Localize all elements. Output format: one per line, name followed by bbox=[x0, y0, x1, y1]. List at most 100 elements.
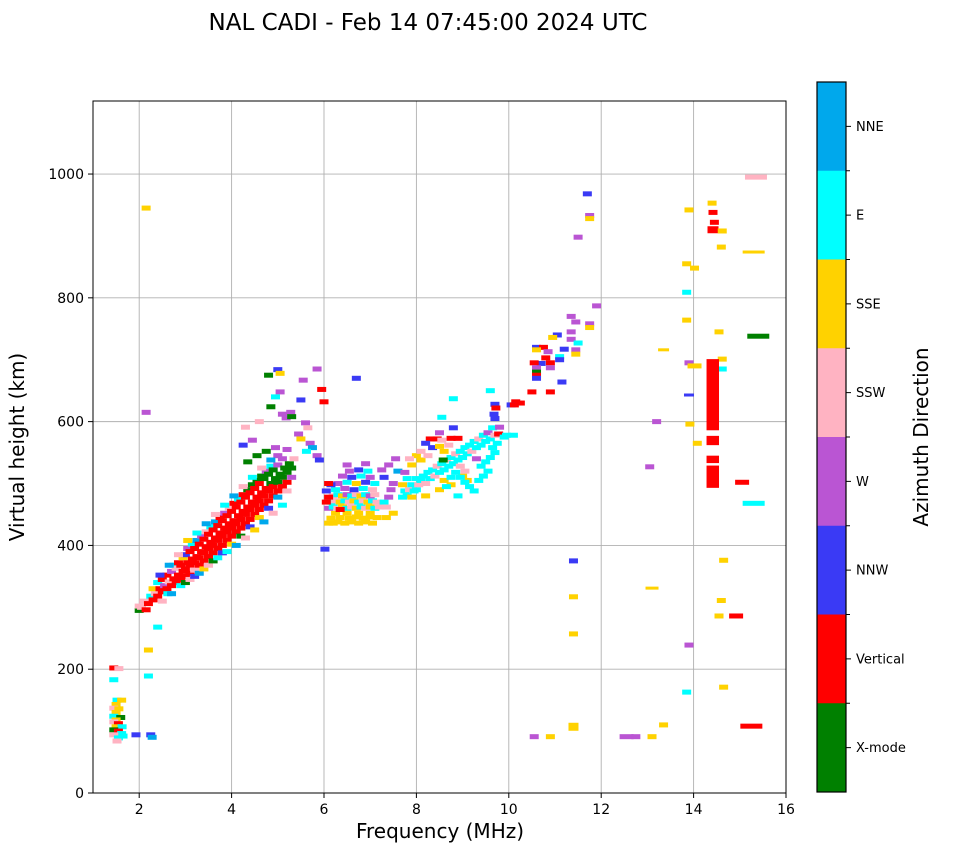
data-point bbox=[227, 525, 237, 531]
data-point bbox=[215, 530, 225, 536]
data-point bbox=[222, 529, 232, 535]
data-point bbox=[270, 445, 280, 451]
data-point bbox=[435, 430, 444, 436]
data-point bbox=[351, 505, 361, 511]
data-point bbox=[160, 583, 170, 589]
data-point bbox=[645, 586, 659, 590]
data-point bbox=[229, 493, 239, 499]
data-point bbox=[545, 365, 555, 371]
data-point bbox=[435, 443, 444, 449]
data-point bbox=[298, 377, 308, 383]
data-point bbox=[173, 552, 183, 558]
x-tick-label: 6 bbox=[320, 802, 329, 818]
data-point bbox=[176, 583, 186, 589]
data-point bbox=[379, 499, 389, 505]
data-point bbox=[541, 355, 551, 361]
data-point bbox=[201, 521, 211, 527]
data-point bbox=[708, 209, 718, 215]
data-point bbox=[148, 597, 158, 603]
data-point bbox=[368, 487, 378, 493]
data-point bbox=[481, 459, 491, 465]
data-point bbox=[407, 494, 417, 500]
data-point bbox=[476, 463, 486, 469]
data-point bbox=[571, 351, 581, 357]
data-point bbox=[171, 565, 181, 571]
data-point bbox=[425, 436, 435, 442]
data-point bbox=[478, 432, 488, 438]
data-point bbox=[491, 405, 501, 411]
data-point bbox=[416, 448, 426, 454]
data-bar bbox=[706, 455, 720, 464]
data-point bbox=[326, 515, 336, 521]
data-point bbox=[210, 511, 220, 517]
data-point bbox=[344, 515, 354, 521]
data-point bbox=[217, 518, 227, 524]
data-point bbox=[328, 504, 338, 510]
data-point bbox=[229, 500, 239, 506]
data-point bbox=[259, 476, 269, 482]
data-point bbox=[402, 476, 412, 482]
data-point bbox=[532, 375, 542, 381]
data-point bbox=[111, 701, 121, 707]
data-point bbox=[361, 519, 371, 525]
data-point bbox=[585, 213, 595, 219]
data-point bbox=[460, 468, 470, 474]
data-point bbox=[282, 488, 292, 494]
data-point bbox=[495, 424, 505, 430]
data-point bbox=[552, 332, 562, 338]
data-point bbox=[465, 442, 475, 448]
data-point bbox=[425, 476, 435, 482]
data-point bbox=[527, 389, 537, 395]
data-point bbox=[716, 244, 726, 250]
data-point bbox=[321, 499, 331, 505]
data-point bbox=[277, 484, 287, 490]
data-point bbox=[303, 425, 313, 431]
data-point bbox=[204, 554, 213, 560]
data-point bbox=[257, 465, 267, 471]
data-point bbox=[194, 570, 204, 576]
data-point bbox=[365, 493, 375, 499]
data-point bbox=[250, 502, 260, 508]
data-point bbox=[365, 510, 375, 516]
data-point bbox=[548, 334, 558, 340]
data-point bbox=[220, 502, 230, 508]
data-point bbox=[351, 514, 361, 520]
data-point bbox=[314, 457, 324, 463]
data-point bbox=[259, 493, 269, 499]
data-point bbox=[439, 467, 449, 473]
data-point bbox=[747, 333, 770, 339]
data-point bbox=[183, 537, 193, 543]
data-point bbox=[162, 586, 172, 592]
data-point bbox=[532, 365, 542, 371]
data-point bbox=[146, 593, 156, 599]
data-point bbox=[432, 463, 442, 469]
data-point bbox=[312, 453, 322, 459]
data-point bbox=[185, 549, 195, 555]
data-point bbox=[559, 346, 569, 352]
data-point bbox=[199, 558, 209, 564]
data-point bbox=[153, 624, 163, 630]
data-point bbox=[143, 673, 153, 679]
data-point bbox=[349, 498, 359, 504]
data-point bbox=[173, 572, 183, 578]
data-point bbox=[169, 576, 179, 582]
data-point bbox=[296, 397, 306, 403]
data-point bbox=[460, 479, 470, 485]
data-point bbox=[455, 448, 465, 454]
data-point bbox=[582, 191, 592, 197]
data-point bbox=[351, 481, 361, 487]
data-point bbox=[208, 550, 218, 556]
data-bar bbox=[706, 465, 720, 488]
data-point bbox=[155, 586, 165, 592]
data-point bbox=[428, 445, 438, 451]
data-point bbox=[157, 598, 167, 604]
data-point bbox=[268, 484, 278, 490]
data-point bbox=[109, 727, 119, 733]
data-point bbox=[744, 174, 767, 180]
data-point bbox=[423, 453, 433, 459]
data-point bbox=[545, 360, 555, 366]
data-point bbox=[740, 723, 763, 729]
data-point bbox=[307, 445, 317, 451]
data-point bbox=[326, 499, 336, 505]
data-point bbox=[287, 414, 297, 420]
